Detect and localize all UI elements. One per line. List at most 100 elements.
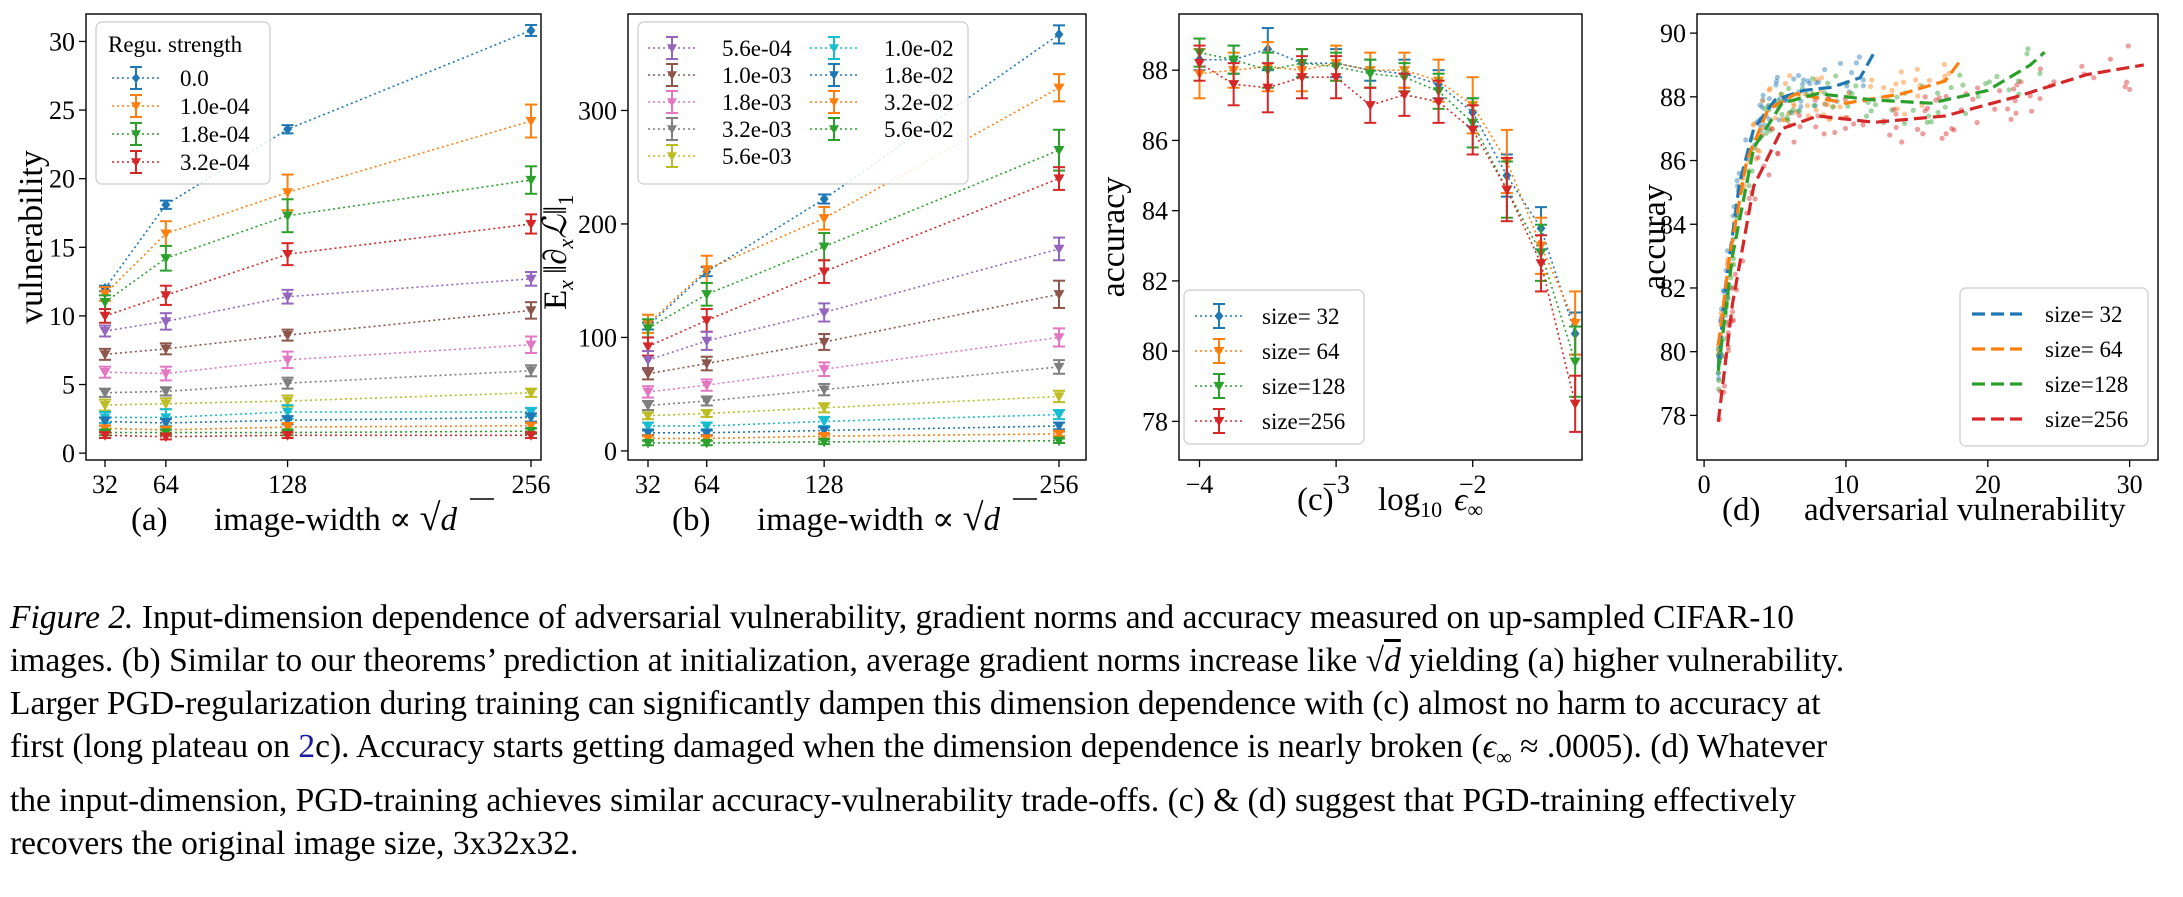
panel-b-series-2-line [647,149,1060,330]
panel-a-ytick-label-4: 20 [49,165,75,194]
panel-d-scatter-2-point-40 [1785,117,1791,123]
panel-c-frame [1178,13,1583,461]
panel-b-xtick-label-1: 64 [694,470,720,499]
panel-d-scatter-0-point-11 [1856,54,1862,60]
panel-a-series-5-point-3 [525,306,537,316]
panel-d-scatter-0-point-32 [1757,102,1763,108]
caption-line-4-text-b: c). Accuracy starts getting damaged when… [315,728,1483,765]
panel-a-series-0-point-3 [526,24,536,36]
panel-a-ytick-label-5: 25 [49,96,75,125]
panel-d-scatter-3-point-65 [1775,150,1781,156]
panel-a-legend-label-0: 0.0 [180,66,209,91]
panel-d-scatter-0-point-83 [1849,70,1855,76]
panel-d-scatter-3-point-69 [1951,127,1957,133]
panel-d-scatter-0-point-9 [1777,96,1783,102]
panel-b-series-6-line [647,336,1060,393]
panel-a-letter: (a) [131,502,168,538]
panel-d-scatter-0-point-43 [1801,77,1807,83]
caption-eps: ϵ [1482,728,1497,765]
panel-d-scatter-1-point-67 [1790,101,1797,107]
panel-b-series-3-point-0 [642,342,654,353]
panel-a-series-10-line [104,416,532,424]
panel-d-scatter-2-point-41 [1830,104,1836,110]
panel-a-sqrt-sign: √ [420,497,441,539]
panel-b-plot-area [642,24,1065,449]
panel-d-fit-2 [1716,51,2046,371]
panel-d-legend-label-1: size= 64 [2045,337,2123,362]
panel-b-ytick-label-3: 300 [578,96,617,125]
panel-d-scatter-1-point-73 [1784,118,1791,124]
panel-b-ylabel-close: ‖ [538,206,574,215]
panel-b-series-4-point-0 [642,356,654,366]
panel-d-ytick-label-0: 78 [1660,401,1686,430]
panel-d-scatter-0-point-53 [1805,78,1811,84]
figure-ref-link[interactable]: 2 [298,728,316,765]
panel-b-ylabel-one: 1 [553,195,578,206]
panel-b-series-1-point-3 [1053,83,1065,94]
panel-d-scatter-0-point-88 [1774,74,1780,80]
panel-a: 0 5 10 15 20 25 30 32 64 128 256 vulnerability (a)… [13,13,551,539]
panel-d-scatter-0-point-45 [1715,370,1721,376]
panel-c-series-2-point-5 [1364,69,1376,80]
panel-d-scatter-3-point-51 [1893,111,1899,117]
panel-b-legend-marker-0 [667,44,677,53]
panel-b-series-6-point-1 [701,380,713,391]
panel-d-scatter-0-point-51 [1846,89,1852,95]
panel-d-scatter-3-point-77 [2027,93,2033,99]
panel-d-scatter-0-point-38 [1853,60,1860,66]
panel-c-series-3-point-9 [1501,185,1513,196]
panel-b-series-7 [642,359,1065,412]
panel-a-ylabel: vulnerability [13,150,50,324]
panel-c-ytick-label-1: 80 [1142,337,1168,366]
panel-a-ytick-label-0: 0 [62,439,75,468]
panel-d-ytick-label-2: 82 [1660,274,1686,303]
panel-a-series-6-point-3 [525,340,537,351]
panel-b-ylabel-open: ‖ [538,265,574,274]
panel-d-scatter-2-point-61 [1983,80,1989,87]
panel-d-scatter-3-point-73 [2037,95,2043,102]
panel-d-ytick-label-1: 80 [1660,338,1686,367]
panel-a-xtick-label-0: 32 [92,470,118,499]
panel-b-xtick-label-3: 256 [1040,470,1079,499]
panel-d-scatter-2-point-24 [1910,107,1916,113]
caption-line-1: Figure 2. Input-dimension dependence of … [10,596,2175,639]
panel-a-frame [85,13,542,461]
panel-a-series-5-point-1 [160,344,172,355]
panel-d-scatter-3-point-54 [1860,122,1866,128]
panel-c-legend-label-0: size= 32 [1262,304,1339,329]
panel-d-scatter-3-point-34 [1939,135,1945,142]
panel-a-series-6-point-0 [99,368,111,378]
panel-d-scatter-3-point-49 [2029,108,2035,114]
panel-d-scatter-3-point-26 [1725,347,1731,354]
caption-line-5: the input-dimension, PGD-training achiev… [10,781,1796,819]
panel-d-scatter-0-point-54 [1795,72,1802,79]
panel-a-legend: Regu. strength 0.0 1.0e-04 1.8e-04 3.2e-04 [95,21,271,185]
panel-d-scatter-3-point-72 [1887,132,1893,138]
panel-d-scatter-1-point-81 [1813,76,1820,82]
panel-a-series-13-point-1 [160,432,172,443]
panel-d-scatter-3-point-29 [2018,79,2024,85]
panel-d-scatter-1-point-56 [1766,87,1772,93]
panel-c-legend-marker-3 [1213,416,1225,427]
panel-d-scatter-1-point-45 [1881,84,1887,91]
panel-c-ytick-label-2: 82 [1142,267,1168,296]
panel-a-series-10-point-2 [282,416,294,426]
panel-c-xlabel-inf: ∞ [1467,497,1483,522]
panel-a-series-2-line [104,179,532,303]
panel-d-scatter-1-point-24 [1756,148,1762,154]
panel-a-xlabel: image-width ∝ √d [214,497,457,539]
panel-d-scatter-3-point-40 [1775,151,1781,157]
panel-a-legend-marker-1 [131,102,141,111]
panel-a-legend-title: Regu. strength [108,32,243,57]
panel-a-series-4-point-3 [525,274,537,285]
panel-a-series-3 [99,213,537,324]
panel-d-ytick-label-5: 88 [1660,83,1686,112]
panel-a-legend-box [95,21,271,185]
panel-c-letter: (c) [1297,482,1334,518]
panel-c-legend-label-2: size=128 [1262,374,1345,399]
panel-c-xlabel-log: log [1378,482,1420,518]
panel-d-scatter-2-point-10 [1986,79,1992,85]
panel-d-xtick-label-3: 30 [2117,470,2143,499]
panel-a-series-7-point-1 [160,387,172,397]
